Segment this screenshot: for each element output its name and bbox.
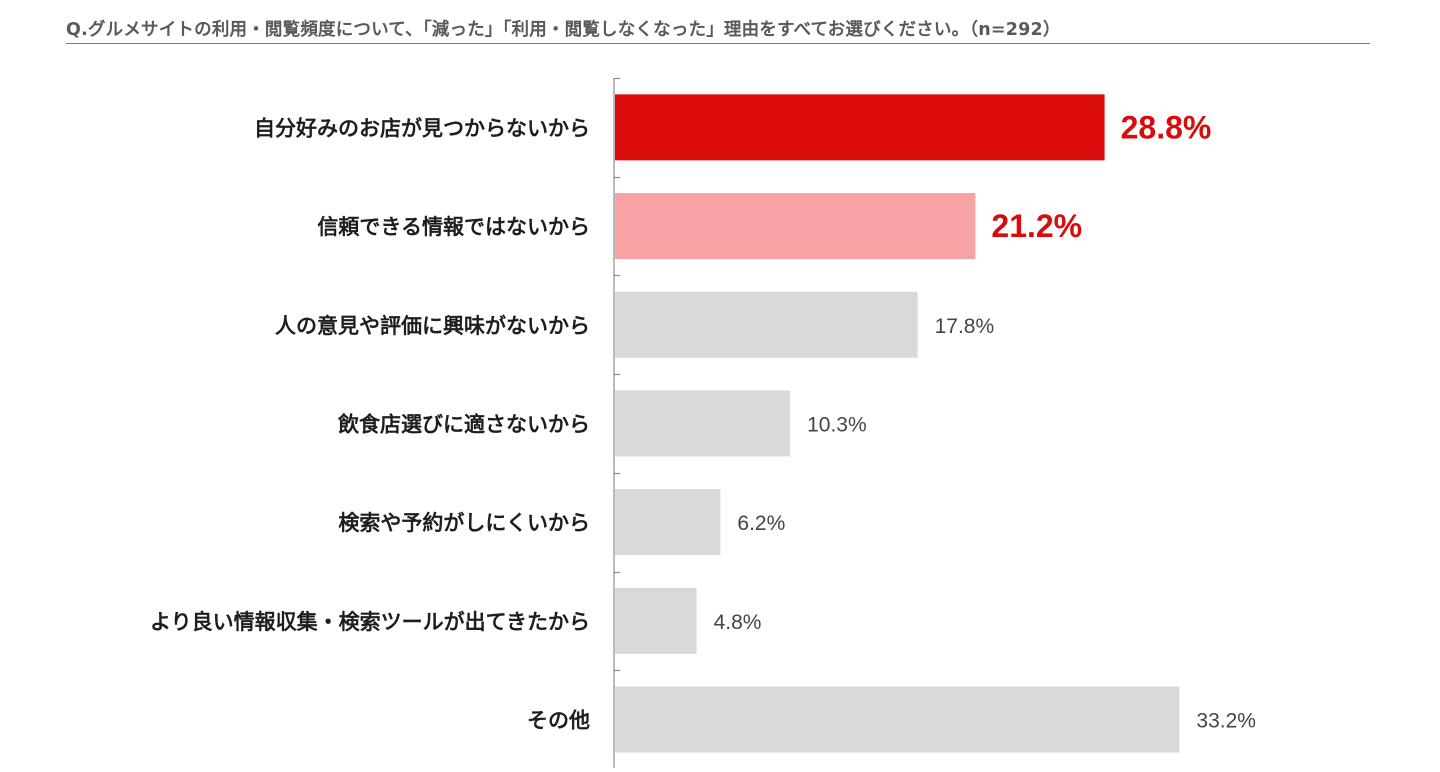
bar-4 (615, 390, 791, 457)
labels-layer: 自分好みのお店が見つからないから 28.8% 信頼できる情報ではないから 21.2% 人… (150, 109, 1256, 732)
bar-7 (615, 686, 1180, 753)
bar-2 (615, 193, 976, 260)
category-label-7: その他 (527, 709, 590, 733)
category-label-6: より良い情報収集・検索ツールが出てきたから (150, 610, 590, 634)
bar-1 (615, 94, 1105, 161)
bars-layer (615, 94, 1180, 753)
value-label-4: 10.3% (807, 413, 867, 436)
category-label-5: 検索や予約がしにくいから (338, 511, 590, 535)
value-label-6: 4.8% (714, 611, 762, 634)
bar-6 (615, 587, 697, 654)
bar-5 (615, 489, 721, 556)
chart-title: Q.グルメサイトの利用・閲覧頻度について、「減った」「利用・閲覧しなくなった」理… (66, 18, 1370, 44)
bar-3 (615, 291, 918, 358)
value-label-2: 21.2% (991, 208, 1082, 244)
category-label-3: 人の意見や評価に興味がないから (275, 314, 590, 338)
axis-layer (613, 77, 620, 768)
category-label-1: 自分好みのお店が見つからないから (254, 116, 590, 140)
value-label-5: 6.2% (737, 512, 785, 535)
category-label-4: 飲食店選びに適さないから (337, 412, 590, 436)
value-label-7: 33.2% (1196, 710, 1256, 733)
category-label-2: 信頼できる情報ではないから (317, 215, 590, 239)
value-label-1: 28.8% (1121, 109, 1212, 145)
value-label-3: 17.8% (935, 315, 995, 338)
